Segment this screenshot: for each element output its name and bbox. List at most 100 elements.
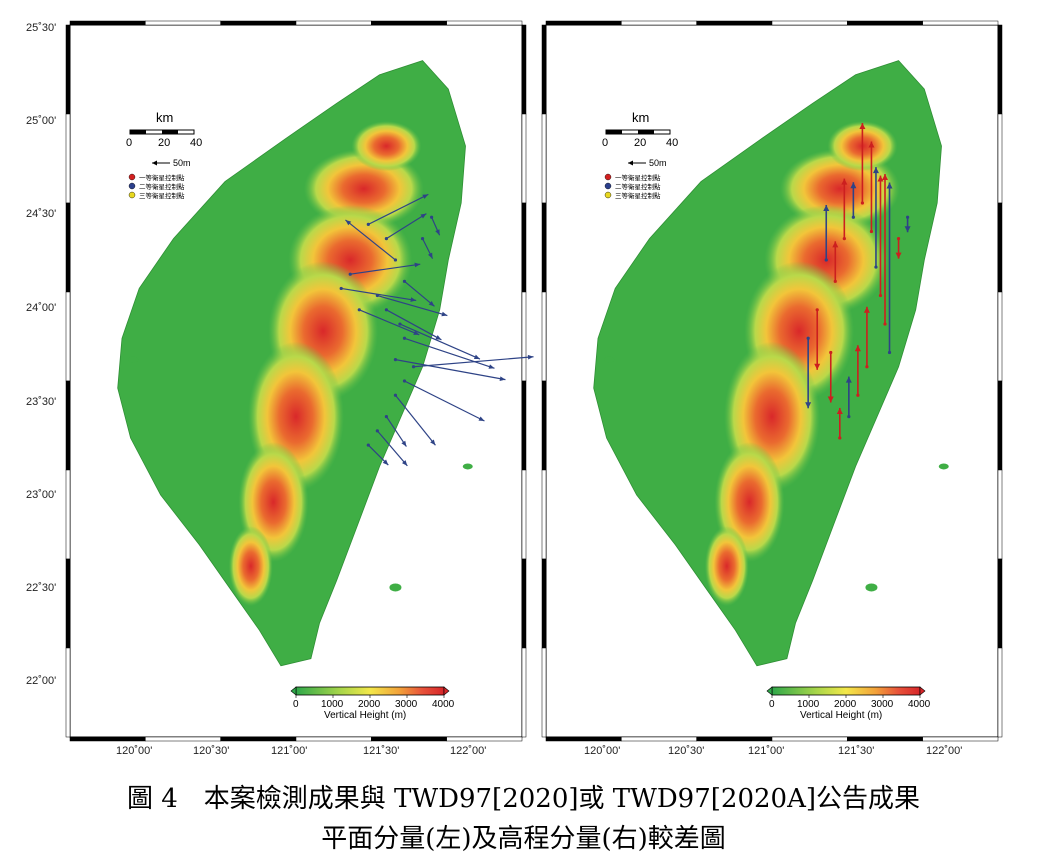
control-point bbox=[869, 229, 874, 234]
colorbar-tick: 0 bbox=[769, 699, 775, 710]
scale-bar-tick: 20 bbox=[634, 137, 646, 149]
displacement-vector-head bbox=[401, 460, 408, 466]
height-difference-head bbox=[868, 141, 875, 148]
lon-label: 121˚00' bbox=[748, 745, 785, 757]
frame-tick bbox=[446, 20, 523, 26]
colorbar-tick: 2000 bbox=[358, 699, 381, 710]
scale-bar-unit: km bbox=[156, 110, 173, 125]
frame-tick bbox=[295, 20, 372, 26]
frame-tick bbox=[541, 113, 547, 204]
control-point bbox=[393, 393, 398, 397]
frame-tick bbox=[446, 736, 523, 742]
frame-tick bbox=[696, 20, 773, 26]
legend-marker bbox=[128, 191, 136, 199]
frame-tick bbox=[145, 736, 221, 742]
control-point bbox=[402, 279, 407, 283]
legend-label: 一等衛星控制點 bbox=[139, 173, 185, 182]
lat-label: 23˚30' bbox=[26, 396, 57, 408]
legend-label: 二等衛星控制點 bbox=[615, 182, 661, 191]
scale-bar-segment bbox=[130, 130, 146, 134]
height-difference-head bbox=[832, 241, 839, 248]
control-point bbox=[829, 350, 833, 355]
frame-tick bbox=[997, 24, 1003, 115]
scale-bar-tick: 20 bbox=[158, 137, 170, 149]
displacement-vector-head bbox=[414, 262, 421, 268]
control-point bbox=[806, 336, 810, 340]
displacement-vector bbox=[350, 263, 421, 275]
lon-label: 122˚00' bbox=[926, 745, 963, 757]
legend-marker bbox=[128, 173, 136, 181]
frame-tick bbox=[541, 469, 547, 560]
colorbar-max-arrow bbox=[443, 686, 450, 696]
frame-tick bbox=[521, 469, 527, 560]
figure: km 0 20 40 50m 一等衛星控制點 二等衛星控制點 三等衛星控制點 0 1000 2000… bbox=[26, 20, 1003, 757]
displacement-vector bbox=[359, 309, 420, 336]
frame-tick bbox=[65, 202, 71, 293]
frame-tick bbox=[521, 24, 527, 115]
colorbar bbox=[295, 686, 445, 696]
lon-label: 120˚00' bbox=[584, 745, 621, 757]
frame-tick bbox=[997, 558, 1003, 649]
legend-label: 二等衛星控制點 bbox=[139, 182, 185, 191]
height-difference-head bbox=[859, 123, 866, 129]
displacement-vector-head bbox=[488, 364, 495, 369]
displacement-vector bbox=[404, 337, 495, 369]
control-point bbox=[384, 308, 388, 312]
orchid-island bbox=[389, 583, 402, 592]
frame-tick bbox=[922, 736, 999, 742]
colorbar-title: Vertical Height (m) bbox=[324, 710, 406, 721]
mountain-relief bbox=[228, 526, 273, 607]
control-point bbox=[906, 215, 910, 219]
control-point bbox=[856, 393, 860, 397]
height-difference-head bbox=[877, 175, 884, 182]
frame-tick bbox=[521, 113, 527, 204]
control-point bbox=[357, 308, 361, 312]
control-point bbox=[366, 222, 370, 226]
displacement-vector-head bbox=[435, 335, 442, 340]
displacement-vector-head bbox=[441, 311, 448, 317]
displacement-vector bbox=[386, 309, 442, 341]
frame-tick bbox=[220, 736, 297, 742]
control-point bbox=[896, 237, 901, 241]
colorbar-max-arrow bbox=[919, 686, 926, 696]
displacement-vector-head bbox=[401, 440, 407, 447]
displacement-vector-head bbox=[420, 213, 427, 219]
penghu-island bbox=[128, 356, 139, 363]
colorbar-min-arrow bbox=[766, 686, 773, 696]
height-difference-head bbox=[863, 306, 870, 313]
displacement-vector-head bbox=[478, 416, 485, 421]
control-point bbox=[883, 322, 887, 326]
height-difference-head bbox=[841, 178, 848, 185]
frame-tick bbox=[847, 20, 923, 26]
frame-tick bbox=[65, 380, 71, 471]
colorbar-tick: 4000 bbox=[908, 699, 931, 710]
control-point bbox=[420, 237, 425, 241]
frame-tick bbox=[545, 736, 622, 742]
frame-tick bbox=[541, 24, 547, 115]
legend-label: 三等衛星控制點 bbox=[139, 191, 185, 200]
frame-tick bbox=[696, 736, 773, 742]
height-difference-head bbox=[872, 167, 879, 174]
frame-tick bbox=[847, 736, 923, 742]
displacement-vector bbox=[345, 219, 396, 261]
lat-label: 22˚00' bbox=[26, 675, 57, 687]
frame-tick bbox=[521, 291, 527, 382]
control-point bbox=[851, 215, 855, 219]
displacement-vector-head bbox=[473, 354, 480, 360]
control-point bbox=[874, 265, 878, 269]
frame-tick bbox=[371, 20, 447, 26]
orchid-island bbox=[865, 583, 878, 592]
colorbar-tick: 1000 bbox=[797, 699, 820, 710]
control-point bbox=[393, 258, 398, 262]
control-point bbox=[430, 215, 434, 219]
frame-tick bbox=[65, 647, 71, 738]
control-point bbox=[393, 358, 398, 362]
displacement-vector bbox=[413, 356, 534, 368]
frame-tick bbox=[541, 647, 547, 738]
colorbar bbox=[771, 686, 921, 696]
height-difference-head bbox=[882, 174, 888, 181]
control-point bbox=[860, 201, 865, 205]
figure-caption-line2: 平面分量(左)及高程分量(右)較差圖 bbox=[321, 824, 726, 854]
control-point bbox=[838, 436, 842, 440]
